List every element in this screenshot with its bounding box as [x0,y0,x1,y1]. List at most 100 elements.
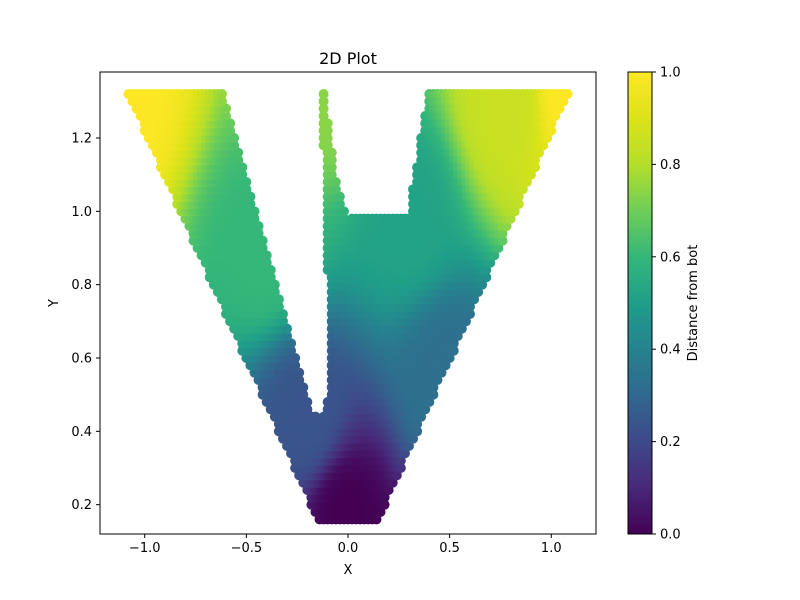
scatter-point [428,389,439,400]
scatter-point [464,301,475,312]
colorbar-tick-label: 0.8 [660,158,681,173]
scatter-point [473,287,484,297]
scatter-point [338,213,349,224]
scatter-point [322,133,333,143]
scatter-point [249,213,260,224]
scatter-point [265,272,276,283]
scatter-point [428,382,439,393]
scatter-point [257,243,268,253]
scatter-point [530,162,541,173]
scatter-point [493,243,504,253]
scatter-point [562,89,573,99]
scatter-point [485,257,496,268]
scatter-point [464,309,475,319]
colorbar-label: Distance from bot [686,245,701,362]
y-tick-label: 0.4 [71,425,92,440]
scatter-point [497,235,508,246]
scatter-point [481,265,492,275]
scatter-point [269,287,280,297]
colorbar-axis: 0.0 0.2 0.4 0.6 0.8 1.0 [652,66,681,543]
scatter-point [216,89,227,99]
scatter-point [330,177,341,187]
scatter-point [509,206,520,217]
scatter-point [497,228,508,239]
scatter-point [310,411,321,422]
scatter-point [245,199,256,209]
scatter-point [489,250,500,261]
scatter-point [273,294,284,305]
scatter-point [448,345,459,356]
scatter-point [538,140,549,151]
scatter-point [452,331,463,341]
scatter-point [257,235,268,246]
scatter-point [383,485,394,495]
scatter-point [225,118,236,129]
scatter-point [412,419,423,429]
scatter-point [436,367,447,378]
scatter-point [334,199,345,209]
scatter-point [444,353,455,363]
scatter-layer [123,89,573,525]
scatter-point [282,331,293,341]
scatter-point [277,309,288,319]
chart-title: 2D Plot [319,49,377,68]
scatter-point [403,441,414,451]
scatter-point [525,169,536,180]
y-tick-label: 1.2 [71,132,92,147]
scatter-point [229,140,240,151]
scatter-point [375,507,386,517]
scatter-point [302,397,313,407]
y-tick-label: 0.6 [71,352,92,367]
scatter-point [460,316,471,327]
x-tick-label: 1.0 [541,541,562,556]
scatter-point [558,96,569,107]
scatter-point [330,184,341,195]
scatter-point [379,492,390,503]
scatter-point [261,250,272,261]
scatter-point [225,125,236,136]
scatter-point [249,206,260,217]
scatter-point [469,294,480,305]
scatter-point [233,147,244,158]
scatter-point [440,360,451,371]
scatter-point [546,125,557,136]
scatter-point [269,279,280,290]
scatter-point [318,89,329,99]
scatter-point [448,338,459,349]
scatter-point [290,360,301,371]
scatter-point [322,125,333,136]
y-tick-label: 0.2 [71,498,92,513]
scatter-point [237,169,248,180]
y-tick-label: 0.8 [71,278,92,293]
scatter-point [521,177,532,187]
scatter-point [221,103,232,114]
scatter-point [550,111,561,121]
scatter-point [221,111,232,121]
scatter-point [534,147,545,158]
scatter-point [371,514,382,525]
scatter-point [432,375,443,385]
scatter-point [273,301,284,312]
scatter-point [277,316,288,327]
colorbar-tick-label: 0.6 [660,250,681,265]
scatter-point [416,411,427,422]
scatter-point [286,338,297,349]
scatter-point [245,191,256,202]
scatter-point [513,191,524,202]
scatter-point [513,199,524,209]
scatter-point [408,433,419,444]
scatter-point [554,103,565,114]
colorbar-tick-label: 0.4 [660,343,681,358]
x-tick-label: 0.5 [439,541,460,556]
scatter-point [505,213,516,224]
scatter-point [253,221,264,231]
x-tick-label: 0.0 [338,541,359,556]
scatter-point [326,162,337,173]
scatter-point [326,147,337,158]
x-axis: −1.0 −0.5 0.0 0.5 1.0 [129,534,562,556]
scatter-point [298,389,309,400]
scatter-point [265,265,276,275]
scatter-point [322,140,333,151]
scatter-point [298,382,309,393]
